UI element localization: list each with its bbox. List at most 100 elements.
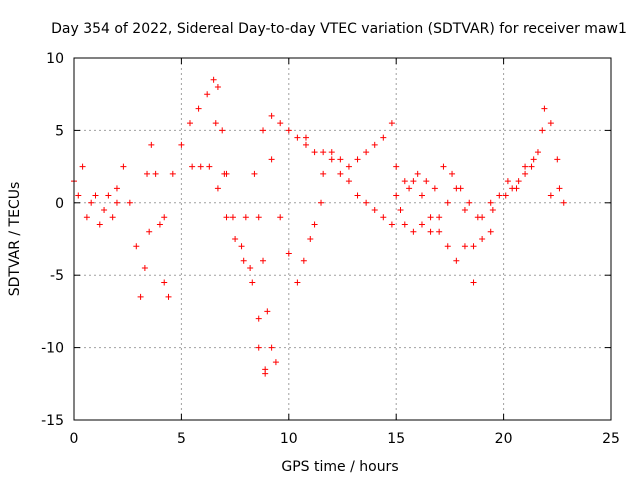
series-arc-15	[489, 105, 567, 214]
data-point	[302, 141, 309, 148]
series-arc-7	[242, 112, 309, 221]
y-tick-label: -10	[41, 341, 64, 357]
data-point	[109, 214, 116, 221]
x-tick-label: 0	[70, 431, 79, 447]
data-point	[255, 315, 262, 322]
data-point	[221, 170, 228, 177]
data-point	[320, 149, 327, 156]
data-point	[504, 178, 511, 185]
data-point	[268, 344, 275, 351]
x-tick-label: 15	[387, 431, 405, 447]
data-point	[285, 127, 292, 134]
data-point	[277, 120, 284, 127]
data-point	[251, 170, 258, 177]
data-point	[214, 83, 221, 90]
x-tick-label: 25	[602, 431, 620, 447]
data-points	[71, 76, 567, 377]
data-point	[204, 91, 211, 98]
data-point	[539, 127, 546, 134]
series-arc-6	[212, 120, 269, 377]
data-point	[440, 163, 447, 170]
data-point	[311, 221, 318, 228]
data-point	[444, 199, 451, 206]
data-point	[345, 163, 352, 170]
data-point	[101, 207, 108, 214]
data-point	[318, 199, 325, 206]
data-point	[444, 243, 451, 250]
grid	[74, 58, 611, 420]
data-point	[161, 279, 168, 286]
data-point	[393, 163, 400, 170]
data-point	[105, 192, 112, 199]
data-point	[371, 207, 378, 214]
data-point	[554, 156, 561, 163]
data-point	[126, 199, 133, 206]
series-arc-13	[393, 163, 494, 286]
data-point	[418, 221, 425, 228]
data-point	[214, 185, 221, 192]
data-point	[210, 76, 217, 83]
data-point	[418, 192, 425, 199]
data-point	[272, 359, 279, 366]
data-point	[229, 214, 236, 221]
data-point	[522, 170, 529, 177]
data-point	[547, 120, 554, 127]
data-point	[262, 370, 269, 377]
data-point	[294, 279, 301, 286]
data-point	[466, 199, 473, 206]
data-point	[401, 178, 408, 185]
data-point	[547, 192, 554, 199]
data-point	[264, 308, 271, 315]
data-point	[223, 214, 230, 221]
series-arc-14	[397, 163, 481, 221]
chart-title: Day 354 of 2022, Sidereal Day-to-day VTE…	[51, 21, 627, 37]
data-point	[88, 199, 95, 206]
data-point	[431, 185, 438, 192]
data-point	[393, 192, 400, 199]
data-point	[406, 185, 413, 192]
data-point	[212, 120, 219, 127]
data-point	[371, 141, 378, 148]
data-point	[320, 170, 327, 177]
y-tick-label: 5	[55, 123, 64, 139]
data-point	[556, 185, 563, 192]
data-point	[354, 156, 361, 163]
data-point	[152, 170, 159, 177]
data-point	[479, 236, 486, 242]
data-point	[502, 192, 509, 199]
data-point	[83, 214, 90, 221]
data-point	[401, 221, 408, 228]
axis-ticks: 0 5 10 15 20 25 -15 -10 -5 0 5 10	[41, 51, 620, 447]
data-point	[388, 221, 395, 228]
data-point	[436, 214, 443, 221]
data-point	[294, 134, 301, 141]
data-point	[427, 214, 434, 221]
series-arc-9	[268, 156, 325, 286]
data-point	[345, 178, 352, 185]
data-point	[92, 192, 99, 199]
series-arc-11	[320, 149, 395, 228]
series-arc-4	[161, 76, 230, 221]
data-point	[457, 185, 464, 192]
data-point	[470, 243, 477, 250]
data-point	[541, 105, 548, 112]
data-point	[311, 149, 318, 156]
data-point	[268, 112, 275, 119]
y-tick-label: 0	[55, 196, 64, 212]
data-point	[470, 279, 477, 286]
x-tick-label: 10	[280, 431, 298, 447]
data-point	[388, 120, 395, 127]
y-tick-label: -15	[41, 413, 64, 429]
data-point	[461, 243, 468, 250]
data-point	[487, 199, 494, 206]
data-point	[449, 170, 456, 177]
data-point	[277, 214, 284, 221]
data-point	[337, 156, 344, 163]
x-tick-label: 20	[495, 431, 513, 447]
data-point	[285, 250, 292, 257]
data-point	[487, 228, 494, 235]
data-point	[197, 163, 204, 170]
data-point	[328, 156, 335, 163]
series-arc-5	[189, 163, 269, 373]
x-axis-label: GPS time / hours	[281, 459, 398, 475]
